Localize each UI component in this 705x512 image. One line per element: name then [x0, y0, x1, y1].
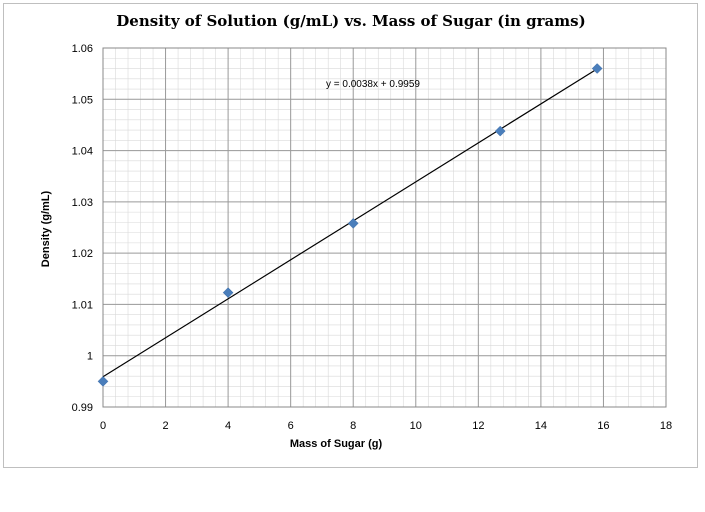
plot-area-border	[102, 47, 667, 408]
y-tick-label: 1.05	[72, 94, 93, 106]
y-tick-label: 1.01	[72, 299, 93, 311]
major-gridlines	[102, 47, 667, 408]
y-axis-label: Density (g/mL)	[40, 190, 52, 267]
chart-frame: Density of Solution (g/mL) vs. Mass of S…	[3, 3, 698, 468]
x-tick-label: 0	[100, 420, 106, 432]
y-tick-label: 1.02	[72, 248, 93, 260]
y-tick-label: 1.06	[72, 43, 93, 55]
x-tick-label: 10	[410, 420, 422, 432]
x-tick-label: 18	[660, 420, 672, 432]
data-point	[347, 218, 359, 229]
data-point	[494, 125, 506, 137]
x-tick-label: 16	[597, 420, 609, 432]
y-axis-ticks: 0.99 1 1.01 1.02 1.03 1.04 1.05 1.06	[72, 43, 93, 414]
x-tick-label: 6	[288, 420, 294, 432]
data-points	[97, 63, 603, 387]
y-tick-label: 1	[87, 351, 93, 363]
x-axis-ticks: 0 2 4 6 8 10 12 14 16 18	[100, 420, 672, 432]
y-tick-label: 1.04	[72, 146, 93, 158]
trendline-equation: y = 0.0038x + 0.9959	[326, 79, 420, 90]
x-axis-label: Mass of Sugar (g)	[290, 438, 383, 450]
y-tick-label: 0.99	[72, 402, 93, 414]
scatter-chart: Density of Solution (g/mL) vs. Mass of S…	[40, 12, 672, 450]
minor-gridlines	[103, 48, 666, 407]
chart-title: Density of Solution (g/mL) vs. Mass of S…	[116, 12, 585, 30]
data-point	[222, 287, 234, 298]
data-point	[97, 376, 109, 387]
x-tick-label: 12	[472, 420, 484, 432]
x-tick-label: 8	[350, 420, 356, 432]
x-tick-label: 4	[225, 420, 231, 432]
x-tick-label: 2	[162, 420, 168, 432]
data-point	[591, 63, 603, 74]
y-tick-label: 1.03	[72, 197, 93, 209]
x-tick-label: 14	[535, 420, 547, 432]
